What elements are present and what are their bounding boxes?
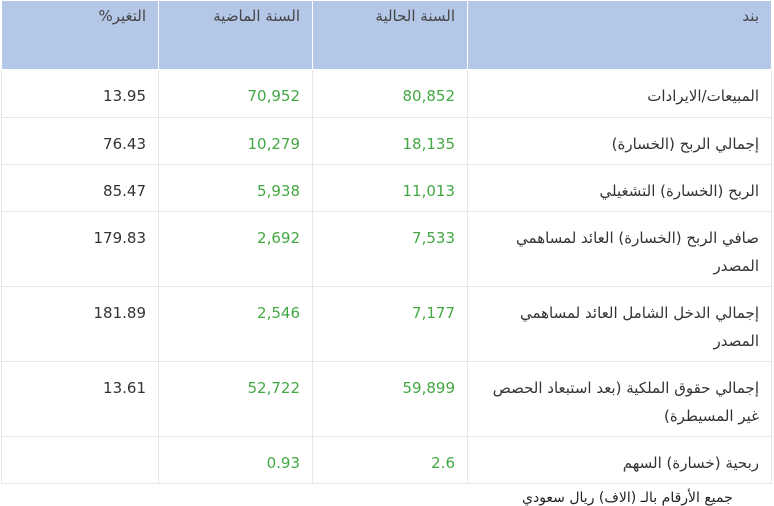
current-cell: 7,177 bbox=[312, 286, 468, 362]
previous-cell: 52,722 bbox=[158, 361, 313, 437]
change-cell: 76.43 bbox=[1, 117, 159, 165]
item-cell: ربحية (خسارة) السهم bbox=[467, 436, 772, 484]
table-row: الربح (الخسارة) التشغيلي 11,013 5,938 85.47 bbox=[1, 164, 772, 212]
current-cell: 7,533 bbox=[312, 211, 468, 287]
item-cell: إجمالي حقوق الملكية (بعد استبعاد الحصص غ… bbox=[467, 361, 772, 437]
previous-cell: 2,546 bbox=[158, 286, 313, 362]
current-cell: 18,135 bbox=[312, 117, 468, 165]
previous-cell: 5,938 bbox=[158, 164, 313, 212]
item-cell: إجمالي الربح (الخسارة) bbox=[467, 117, 772, 165]
header-cell: بند bbox=[467, 0, 772, 70]
header-cell: التغير% bbox=[1, 0, 159, 70]
current-cell: 80,852 bbox=[312, 69, 468, 118]
item-cell: الربح (الخسارة) التشغيلي bbox=[467, 164, 772, 212]
table-row: صافي الربح (الخسارة) العائد لمساهمي المص… bbox=[1, 211, 772, 287]
previous-cell: 0.93 bbox=[158, 436, 313, 484]
change-cell: 85.47 bbox=[1, 164, 159, 212]
item-cell: صافي الربح (الخسارة) العائد لمساهمي المص… bbox=[467, 211, 772, 287]
current-cell: 2.6 bbox=[312, 436, 468, 484]
previous-cell: 2,692 bbox=[158, 211, 313, 287]
change-cell: 181.89 bbox=[1, 286, 159, 362]
item-cell: إجمالي الدخل الشامل العائد لمساهمي المصد… bbox=[467, 286, 772, 362]
footnote: جميع الأرقام بالـ (الاف) ريال سعودي bbox=[522, 490, 733, 506]
current-cell: 11,013 bbox=[312, 164, 468, 212]
table-body: المبيعات/الايرادات 80,852 70,952 13.95 إجمال… bbox=[1, 69, 772, 484]
financial-table: بند السنة الحالية السنة الماضية التغير% الم… bbox=[1, 0, 772, 484]
table-row: إجمالي حقوق الملكية (بعد استبعاد الحصص غ… bbox=[1, 361, 772, 437]
change-cell: 13.95 bbox=[1, 69, 159, 118]
table-row: إجمالي الدخل الشامل العائد لمساهمي المصد… bbox=[1, 286, 772, 362]
previous-cell: 70,952 bbox=[158, 69, 313, 118]
change-cell bbox=[1, 436, 159, 484]
header-cell: السنة الحالية bbox=[312, 0, 468, 70]
header-row: بند السنة الحالية السنة الماضية التغير% bbox=[1, 0, 772, 70]
table-row: إجمالي الربح (الخسارة) 18,135 10,279 76.43 bbox=[1, 117, 772, 165]
table-row: ربحية (خسارة) السهم 2.6 0.93 bbox=[1, 436, 772, 484]
table-header: بند السنة الحالية السنة الماضية التغير% bbox=[1, 0, 772, 70]
header-cell: السنة الماضية bbox=[158, 0, 313, 70]
change-cell: 179.83 bbox=[1, 211, 159, 287]
previous-cell: 10,279 bbox=[158, 117, 313, 165]
table-row: المبيعات/الايرادات 80,852 70,952 13.95 bbox=[1, 69, 772, 118]
current-cell: 59,899 bbox=[312, 361, 468, 437]
item-cell: المبيعات/الايرادات bbox=[467, 69, 772, 118]
change-cell: 13.61 bbox=[1, 361, 159, 437]
